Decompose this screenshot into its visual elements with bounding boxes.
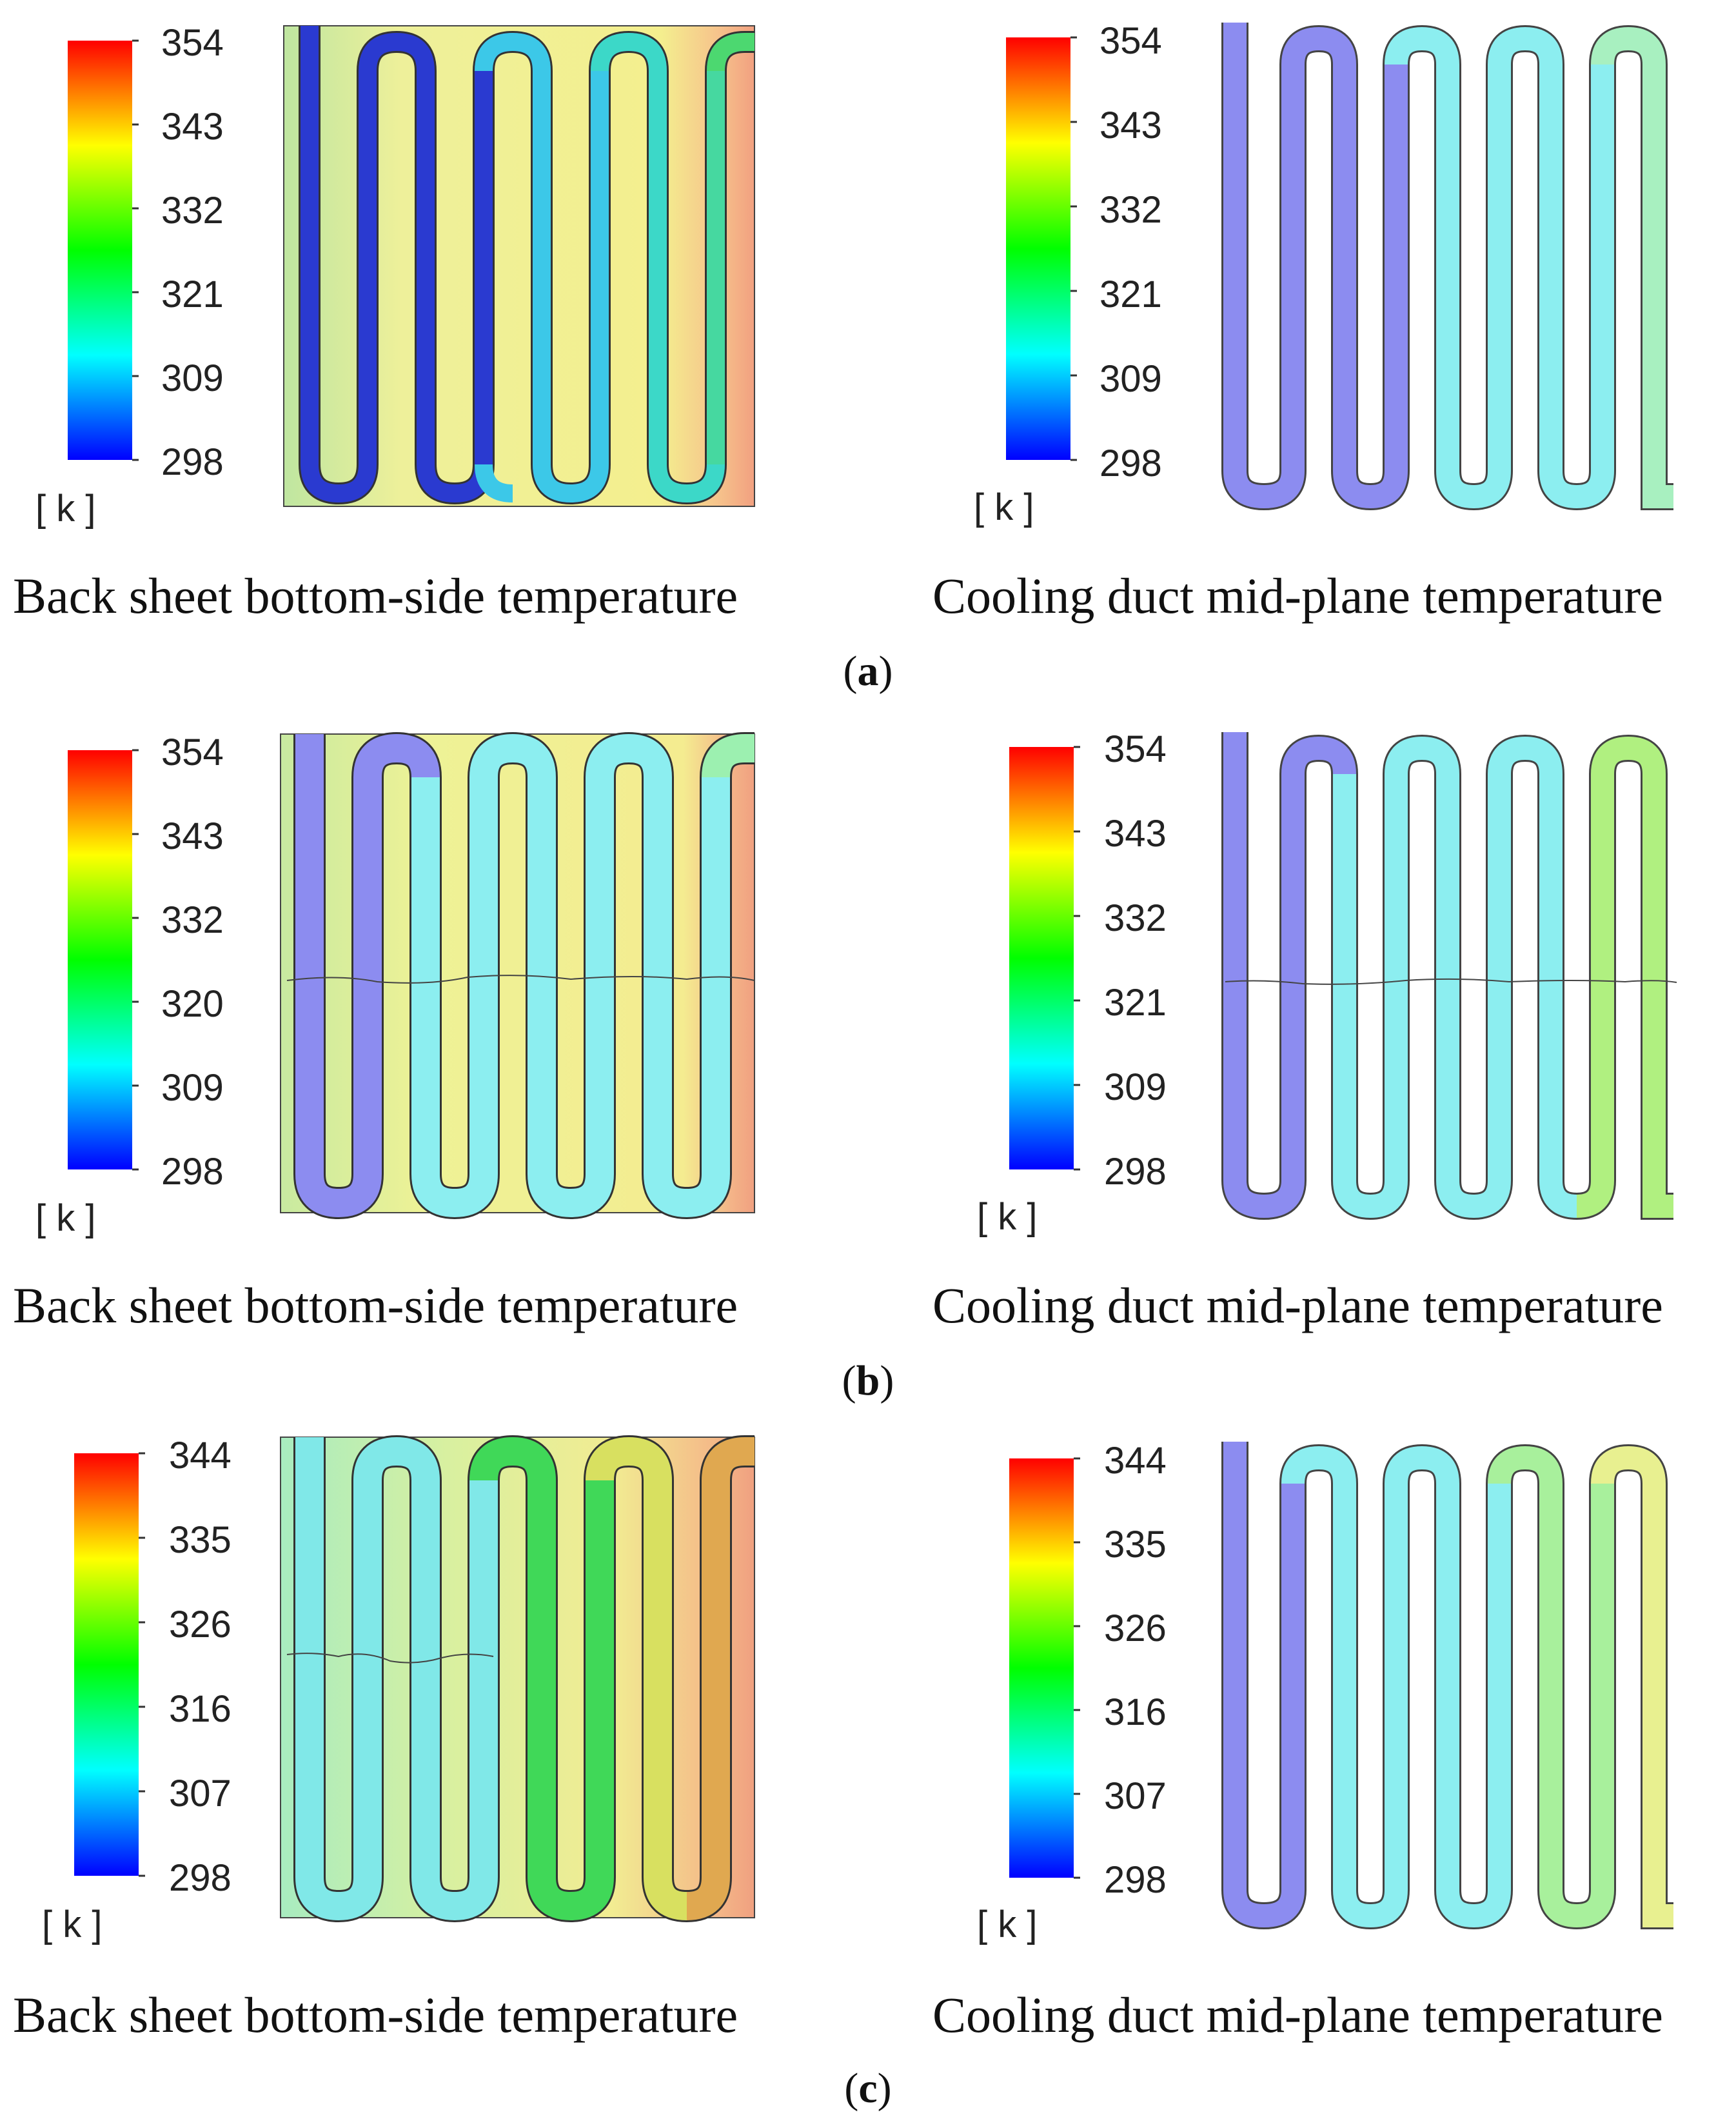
colorbar <box>1009 746 1080 1171</box>
scale-label: 344 <box>169 1435 232 1477</box>
scale-label: 298 <box>169 1857 232 1899</box>
back-sheet-contour <box>280 731 755 1220</box>
colorbar <box>68 749 139 1171</box>
scale-label: 326 <box>169 1604 232 1646</box>
scale-label: 320 <box>161 983 224 1025</box>
scale-label: 335 <box>169 1519 232 1561</box>
scale-label: 298 <box>1104 1151 1167 1193</box>
scale-label: 307 <box>169 1773 232 1815</box>
colorbar <box>74 1452 145 1877</box>
unit-label: [ k ] <box>35 1197 96 1239</box>
unit-label: [ k ] <box>977 1196 1038 1238</box>
unit-label: [ k ] <box>42 1904 103 1945</box>
back-sheet-contour <box>280 1435 755 1923</box>
scale-label: 321 <box>1100 273 1162 315</box>
scale-label: 298 <box>1104 1859 1167 1901</box>
scale-label: 344 <box>1104 1440 1167 1482</box>
scale-label: 309 <box>1104 1066 1167 1108</box>
scale-label: 332 <box>1104 897 1167 939</box>
scale-label: 354 <box>1104 728 1167 770</box>
scale-label: 326 <box>1104 1607 1167 1649</box>
cooling-duct-contour <box>1221 23 1673 511</box>
panel-caption: Cooling duct mid-plane temperature <box>932 568 1663 624</box>
scale-label: 335 <box>1104 1524 1167 1566</box>
subfigure-label: (c) <box>844 2065 892 2112</box>
scale-label: 354 <box>1100 20 1162 62</box>
subfigure-label: (a) <box>843 648 893 695</box>
scale-label: 332 <box>161 190 224 232</box>
cooling-duct-contour <box>1221 1442 1673 1930</box>
scale-label: 343 <box>1100 104 1162 146</box>
scale-label: 332 <box>1100 189 1162 231</box>
panel-caption: Back sheet bottom-side temperature <box>13 568 738 624</box>
scale-label: 309 <box>161 1067 224 1109</box>
scale-label: 343 <box>161 815 224 857</box>
unit-label: [ k ] <box>977 1904 1038 1945</box>
cooling-duct-contour <box>1221 732 1677 1220</box>
scale-label: 298 <box>161 441 224 483</box>
panel-caption: Back sheet bottom-side temperature <box>13 1987 738 2043</box>
scale-label: 332 <box>161 899 224 941</box>
colorbar <box>1006 36 1077 461</box>
scale-label: 343 <box>161 106 224 148</box>
scale-label: 354 <box>161 731 224 773</box>
panel-caption: Back sheet bottom-side temperature <box>13 1277 738 1333</box>
scale-label: 343 <box>1104 813 1167 855</box>
scale-label: 307 <box>1104 1775 1167 1817</box>
scale-label: 354 <box>161 22 224 64</box>
scale-label: 316 <box>1104 1691 1167 1733</box>
scale-label: 298 <box>1100 443 1162 484</box>
scale-label: 309 <box>161 357 224 399</box>
panel-caption: Cooling duct mid-plane temperature <box>932 1277 1663 1333</box>
panel-caption: Cooling duct mid-plane temperature <box>932 1987 1663 2043</box>
colorbar <box>68 39 139 461</box>
scale-label: 298 <box>161 1151 224 1193</box>
unit-label: [ k ] <box>974 486 1034 528</box>
scale-label: 316 <box>169 1688 232 1730</box>
unit-label: [ k ] <box>35 488 96 530</box>
scale-label: 321 <box>161 273 224 315</box>
scale-label: 321 <box>1104 982 1167 1024</box>
scale-label: 309 <box>1100 358 1162 400</box>
back-sheet-contour <box>283 25 755 507</box>
subfigure-label: (b) <box>842 1357 894 1404</box>
colorbar <box>1009 1457 1080 1879</box>
